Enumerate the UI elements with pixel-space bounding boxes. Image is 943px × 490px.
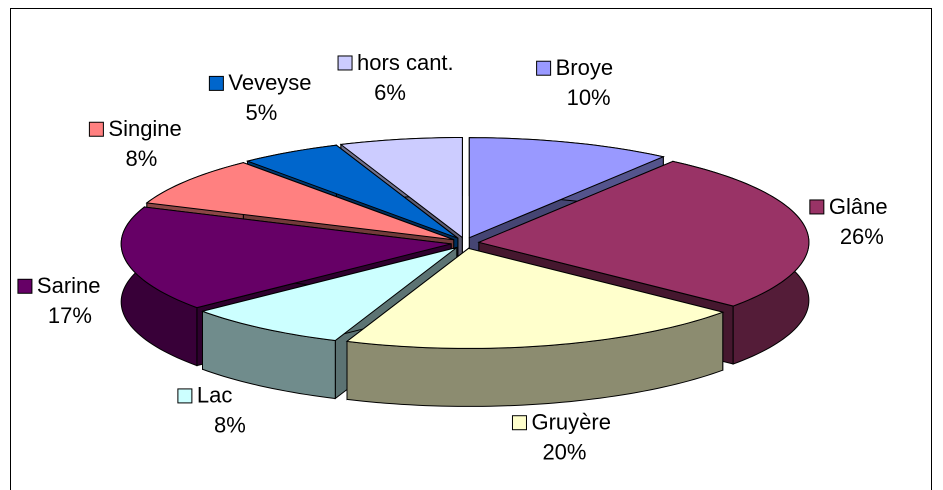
legend-swatch: [17, 278, 33, 294]
slice-label: Lac: [197, 383, 232, 408]
legend-swatch: [511, 415, 527, 431]
legend-swatch: [337, 55, 353, 71]
slice-label: Sarine: [37, 273, 101, 298]
legend-swatch: [536, 60, 552, 76]
slice-label: Broye: [556, 55, 613, 80]
value-label: 20%: [542, 440, 586, 465]
slice-label: Veveyse: [228, 70, 311, 95]
slice: [345, 247, 725, 349]
value-label: 10%: [567, 85, 611, 110]
slice: [477, 160, 810, 307]
slice: [145, 162, 454, 241]
slice: [120, 206, 452, 309]
value-label: 6%: [374, 80, 406, 105]
value-label: 17%: [48, 303, 92, 328]
slice-label: Singine: [108, 116, 181, 141]
slice-label: Gruyère: [531, 410, 610, 435]
value-label: 5%: [245, 100, 277, 125]
slice: [200, 247, 458, 342]
legend-swatch: [809, 199, 825, 215]
value-label: 8%: [214, 413, 246, 438]
slice-label: Glâne: [829, 194, 888, 219]
slice: [245, 144, 459, 239]
value-label: 26%: [840, 224, 884, 249]
slice: [468, 137, 665, 239]
slice: [339, 136, 463, 239]
legend-swatch: [208, 75, 224, 91]
value-label: 8%: [125, 146, 157, 171]
legend-swatch: [177, 388, 193, 404]
slice-label: hors cant.: [357, 50, 454, 75]
legend-swatch: [88, 121, 104, 137]
